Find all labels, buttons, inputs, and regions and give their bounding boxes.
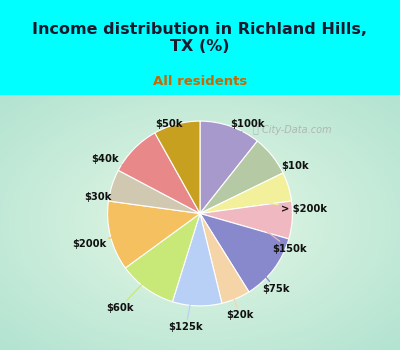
Text: $20k: $20k	[220, 260, 254, 320]
Wedge shape	[200, 201, 292, 239]
Text: ⓘ City-Data.com: ⓘ City-Data.com	[253, 125, 331, 135]
Wedge shape	[200, 214, 249, 303]
Wedge shape	[125, 214, 200, 302]
Wedge shape	[108, 201, 200, 268]
Wedge shape	[108, 170, 200, 214]
Wedge shape	[200, 141, 283, 214]
Text: $150k: $150k	[250, 219, 307, 254]
Text: $100k: $100k	[217, 119, 264, 166]
Text: $30k: $30k	[84, 192, 152, 202]
Text: $75k: $75k	[240, 245, 290, 294]
Text: $10k: $10k	[240, 161, 308, 183]
Text: $200k: $200k	[72, 226, 151, 249]
Wedge shape	[200, 173, 292, 214]
Wedge shape	[155, 121, 200, 214]
Wedge shape	[172, 214, 222, 306]
Wedge shape	[118, 133, 200, 214]
Text: Income distribution in Richland Hills,
TX (%): Income distribution in Richland Hills, T…	[32, 22, 368, 54]
Text: > $200k: > $200k	[249, 200, 327, 214]
Wedge shape	[200, 214, 289, 292]
Text: $60k: $60k	[106, 254, 170, 313]
Text: All residents: All residents	[153, 75, 247, 88]
Text: $40k: $40k	[92, 154, 163, 179]
Wedge shape	[200, 121, 257, 214]
Text: $50k: $50k	[156, 119, 187, 164]
Text: $125k: $125k	[168, 264, 203, 332]
